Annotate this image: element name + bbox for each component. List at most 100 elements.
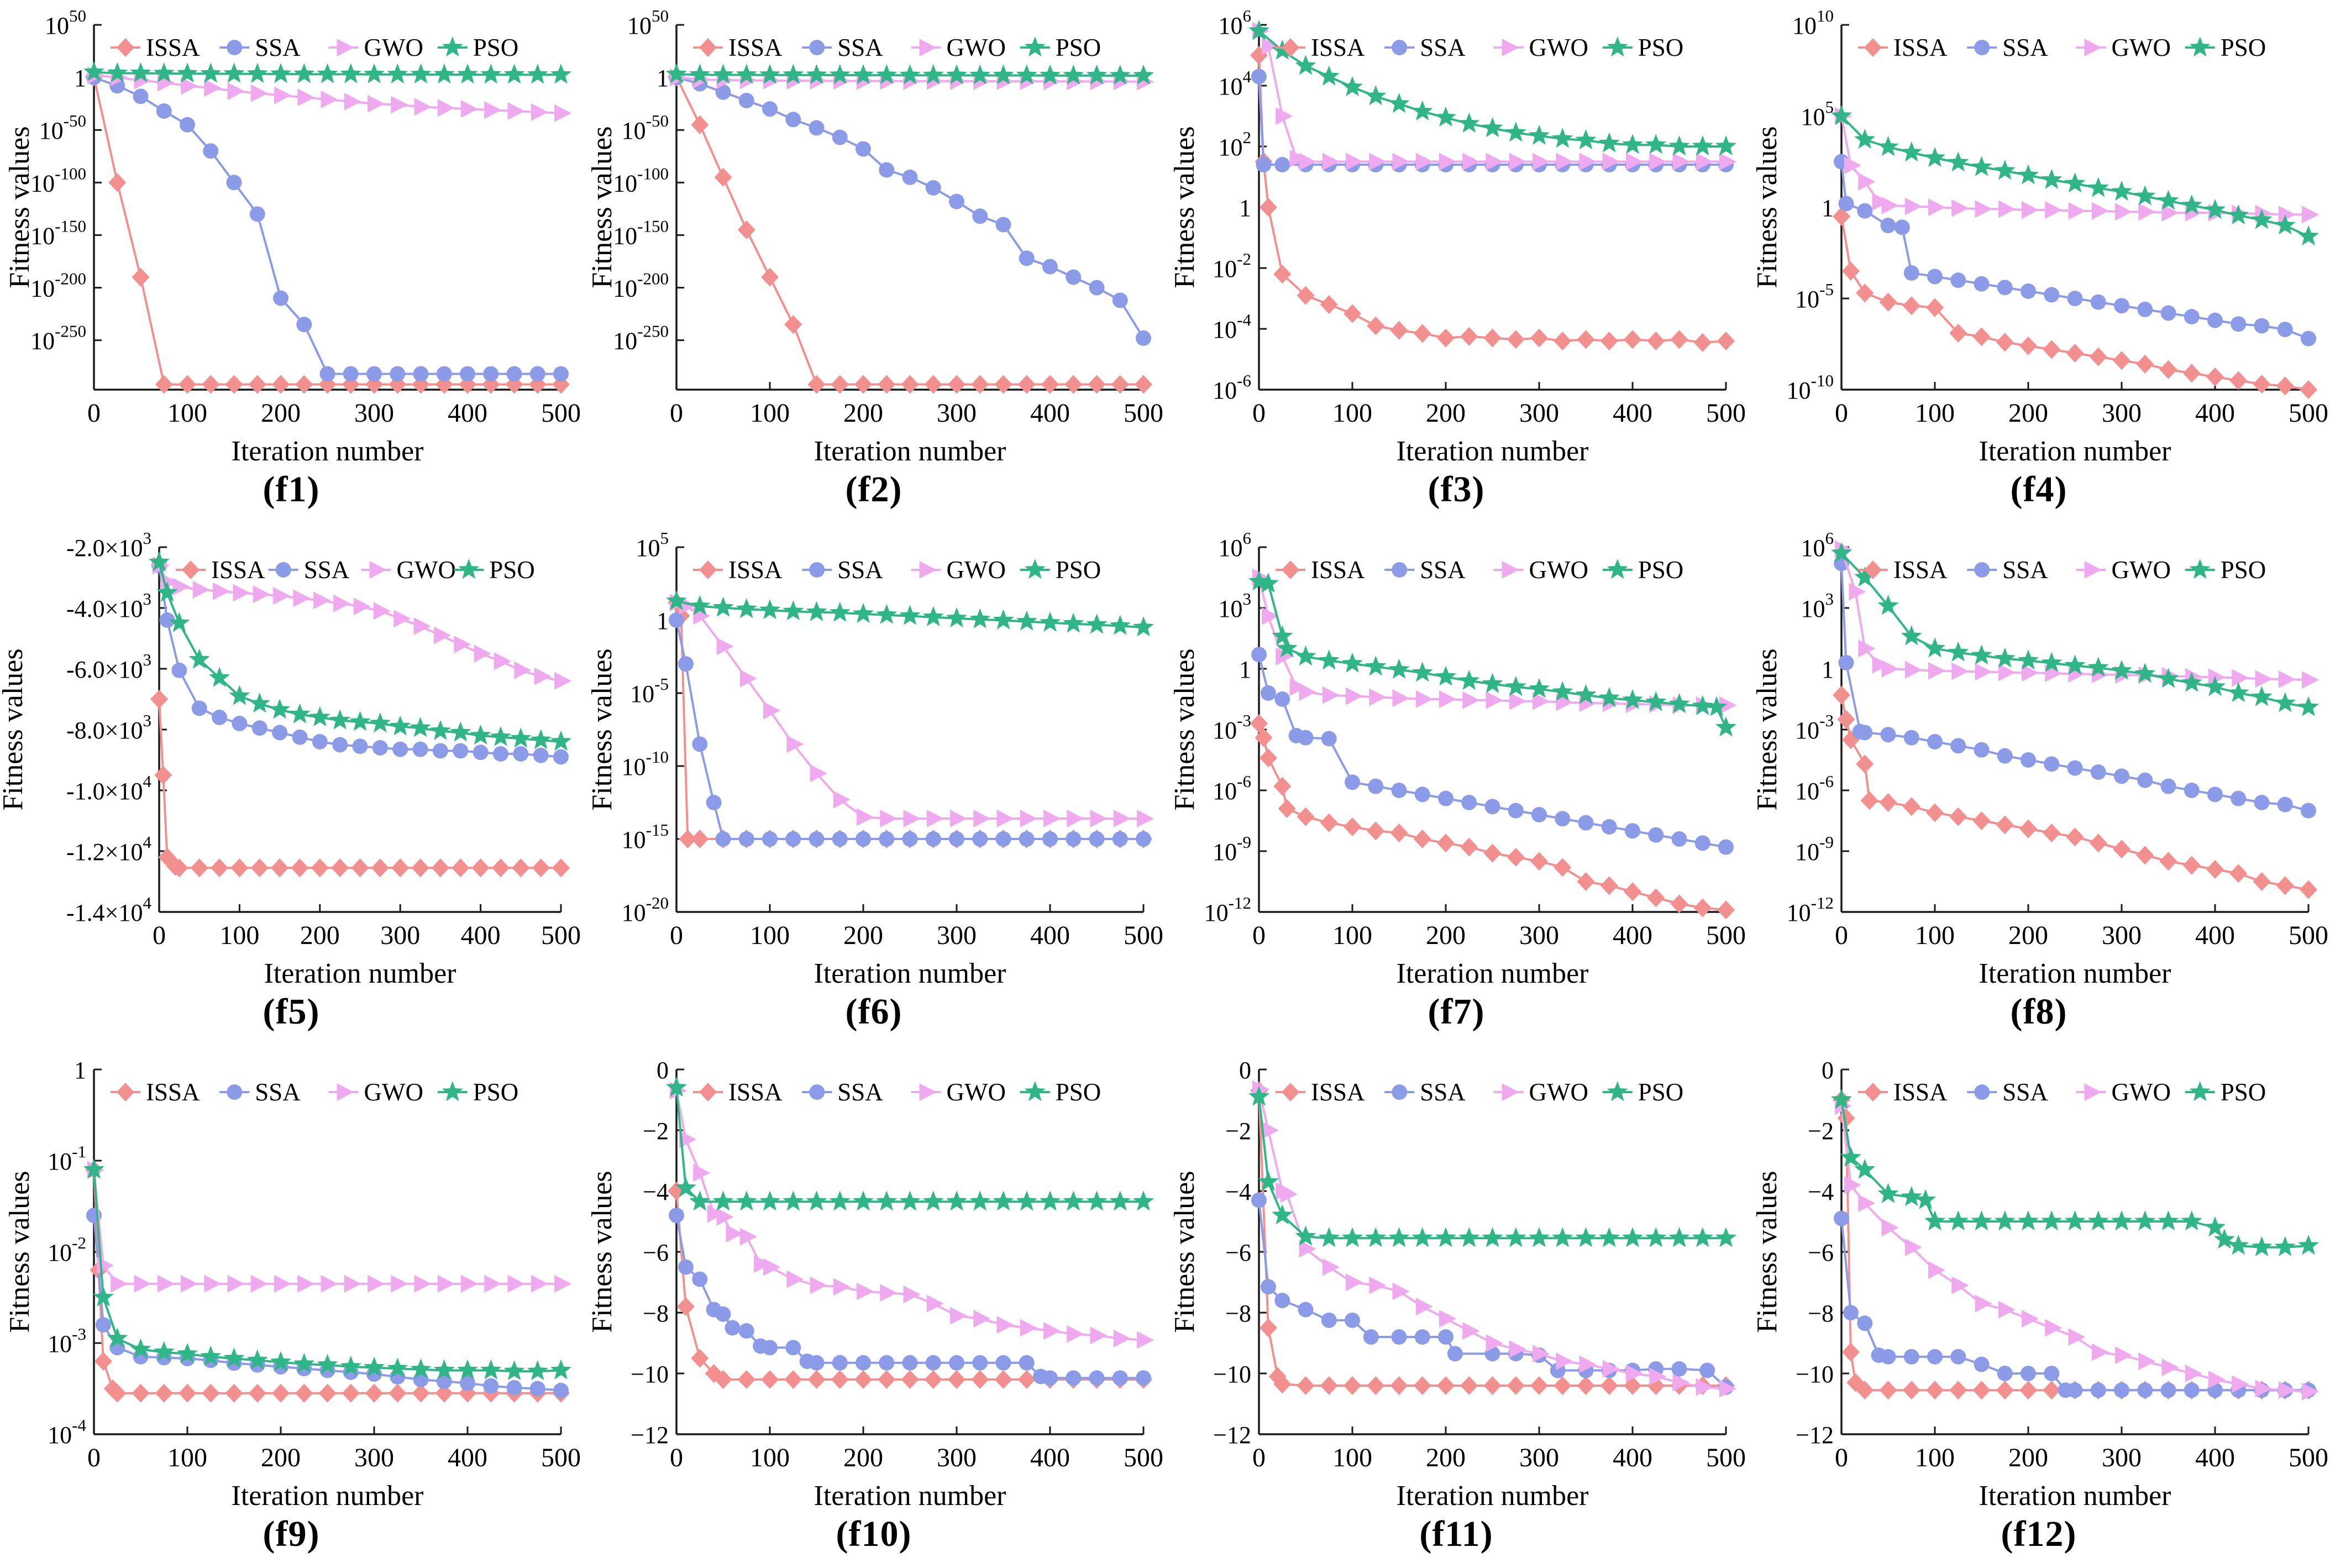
star-marker: [349, 711, 371, 731]
triangle-marker: [1462, 691, 1480, 709]
x-tick-label: 400: [2195, 1443, 2235, 1472]
chart-f12-canvas: 0−2−4−6−8−10−120 100 200 300 400 500Iteration…: [1751, 1057, 2328, 1512]
triangle-marker: [1090, 810, 1108, 828]
x-tick-label: 300: [2102, 1443, 2142, 1472]
y-tick-label: −8: [643, 1300, 669, 1327]
y-tick-label: 102: [1219, 128, 1252, 161]
triangle-marker: [679, 1130, 696, 1149]
circle-marker: [902, 1355, 918, 1371]
circle-marker: [925, 180, 941, 196]
diamond-marker: [1135, 375, 1152, 394]
triangle-marker: [763, 701, 780, 720]
legend-triangle-icon: [1502, 1083, 1519, 1101]
x-tick-label: 400: [1613, 921, 1652, 950]
triangle-marker: [2185, 1365, 2202, 1382]
star-marker: [829, 601, 851, 622]
triangle-marker: [1998, 1300, 2016, 1319]
legend: ISSA SSA GWO PSO: [1858, 556, 2266, 584]
star-marker: [1388, 93, 1410, 113]
triangle-marker: [172, 578, 190, 596]
circle-marker: [785, 112, 801, 128]
triangle-marker: [1486, 153, 1503, 171]
diamond-marker: [1841, 261, 1860, 281]
triangle-marker: [514, 661, 532, 679]
diamond-marker: [311, 858, 329, 878]
x-tick-label: 200: [1426, 921, 1466, 950]
legend-diamond-icon: [1864, 38, 1882, 57]
y-tick-label: 10-150: [613, 216, 669, 249]
diamond-marker: [1837, 710, 1855, 729]
star-marker: [1086, 64, 1108, 85]
diamond-marker: [714, 167, 732, 187]
chart-f2-caption: (f2): [845, 469, 902, 510]
diamond-marker: [1017, 375, 1036, 394]
legend-label-GWO: GWO: [397, 556, 456, 584]
star-marker: [969, 64, 991, 85]
diamond-marker: [291, 858, 309, 878]
x-tick-label: 100: [1332, 398, 1372, 428]
y-tick-label: −6: [1225, 1239, 1251, 1266]
star-marker: [1248, 1085, 1269, 1106]
star-marker: [2158, 190, 2179, 210]
legend-label-SSA: SSA: [1420, 556, 1466, 584]
series-SSA: [1251, 1192, 1734, 1395]
legend-diamond-icon: [1864, 1083, 1882, 1102]
star-marker: [1668, 1227, 1690, 1247]
series-SSA-markers: [1834, 1210, 2316, 1398]
diamond-marker: [1647, 888, 1665, 908]
star-marker: [1411, 100, 1433, 120]
triangle-marker: [227, 1275, 245, 1293]
circle-marker: [2021, 1366, 2036, 1381]
diamond-marker: [154, 765, 172, 785]
star-marker: [1598, 687, 1620, 707]
circle-marker: [972, 208, 988, 224]
x-tick-label: 100: [219, 921, 259, 950]
legend-star-icon: [2189, 1081, 2211, 1102]
triangle-marker: [1533, 1345, 1550, 1363]
series-PSO-markers: [149, 551, 571, 751]
circle-marker: [1903, 1349, 1919, 1365]
diamond-marker: [1297, 286, 1315, 305]
star-marker: [410, 63, 432, 83]
triangle-marker: [368, 95, 385, 113]
x-tick-label: 400: [1030, 1443, 1070, 1472]
circle-marker: [1838, 196, 1854, 212]
chart-f8: 106 103 1 10-3 10-6 10-9 10-12 0 100 200 300 400 500…: [1747, 522, 2330, 1045]
diamond-marker: [1624, 330, 1641, 349]
legend-star-icon: [2189, 559, 2211, 579]
circle-marker: [1880, 1349, 1896, 1365]
legend-label-GWO: GWO: [1529, 556, 1588, 584]
triangle-marker: [507, 1275, 525, 1293]
triangle-marker: [1975, 1294, 1992, 1313]
diamond-marker: [1833, 685, 1850, 705]
chart-f11-caption: (f11): [1419, 1514, 1493, 1554]
diamond-marker: [250, 858, 269, 878]
legend: ISSA SSA GWO PSO: [1858, 34, 2266, 61]
diamond-marker: [1554, 332, 1572, 350]
y-tick-label: 10-4: [48, 1415, 86, 1449]
diamond-marker: [948, 1370, 965, 1389]
legend-label-SSA: SSA: [304, 556, 350, 584]
x-tick-label: 0: [1252, 921, 1266, 950]
star-marker: [1971, 156, 1992, 176]
x-tick-label: 100: [1915, 1443, 1955, 1472]
circle-marker: [1066, 269, 1082, 285]
x-tick-label: 200: [2008, 921, 2048, 950]
circle-marker: [785, 1340, 801, 1356]
circle-marker: [1136, 330, 1151, 346]
star-marker: [1505, 122, 1526, 142]
triangle-marker: [554, 104, 571, 122]
legend-diamond-icon: [117, 1083, 134, 1102]
diamond-marker: [1577, 1376, 1595, 1395]
triangle-marker: [833, 1278, 851, 1296]
triangle-marker: [2302, 1383, 2319, 1401]
circle-marker: [272, 725, 288, 741]
star-marker: [149, 551, 170, 571]
x-tick-label: 0: [670, 921, 683, 950]
series-SSA-line: [93, 1215, 561, 1392]
triangle-marker: [454, 636, 471, 653]
star-marker: [169, 612, 190, 632]
chart-f3-caption: (f3): [1428, 469, 1485, 510]
triangle-marker: [192, 581, 210, 599]
diamond-marker: [1268, 1367, 1287, 1386]
